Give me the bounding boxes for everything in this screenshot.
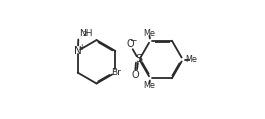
Text: O: O [127, 39, 134, 49]
Text: N: N [74, 46, 82, 56]
Text: 2: 2 [82, 31, 86, 37]
Text: Me: Me [143, 29, 155, 38]
Text: −: − [129, 36, 137, 45]
Text: Me: Me [143, 81, 155, 90]
Text: NH: NH [79, 29, 92, 38]
Text: Br: Br [111, 68, 121, 77]
Text: O: O [132, 70, 139, 80]
Text: S: S [135, 55, 142, 64]
Text: +: + [78, 43, 84, 52]
Text: Me: Me [186, 55, 197, 64]
